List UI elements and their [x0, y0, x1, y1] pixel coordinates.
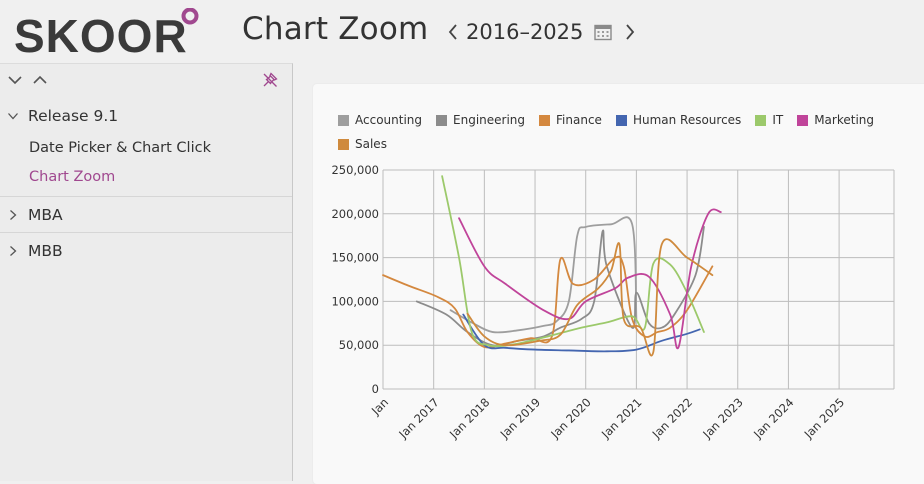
tree-group-release-9-1[interactable]: Release 9.1: [0, 98, 292, 133]
y-tick-label: 100,000: [331, 294, 379, 308]
y-tick-label: 250,000: [331, 163, 379, 177]
legend-label: Marketing: [814, 113, 874, 127]
legend-label: Engineering: [453, 113, 526, 127]
series-line-it: [441, 175, 705, 348]
legend-item-sales[interactable]: Sales: [338, 137, 387, 151]
top-header: SKOOR Chart Zoom 2016–2025: [0, 0, 924, 63]
x-tick-label: Jan 2017: [395, 395, 441, 441]
tree-group-label: MBB: [28, 241, 63, 260]
sidebar: Release 9.1 Date Picker & Chart Click Ch…: [0, 63, 293, 481]
chevron-down-icon: [8, 112, 18, 119]
tree-group-mbb[interactable]: MBB: [0, 232, 292, 268]
chevron-up-icon: [33, 75, 47, 84]
tree-group-label: Release 9.1: [28, 106, 119, 125]
legend-label: Finance: [556, 113, 602, 127]
legend-swatch: [338, 138, 349, 150]
x-tick-label: Jan 2024: [750, 395, 796, 441]
chevron-left-icon: [448, 24, 457, 40]
x-tick-label: Jan 2018: [446, 395, 492, 441]
legend-item-engineering[interactable]: Engineering: [436, 113, 525, 127]
legend-item-human-resources[interactable]: Human Resources: [615, 113, 742, 127]
x-tick-label: Jan 2022: [649, 395, 695, 441]
legend-row: Accounting Engineering Finance Human Res…: [338, 108, 898, 132]
date-range-label: 2016–2025: [466, 20, 584, 44]
legend-label: IT: [772, 113, 784, 127]
tree-item-chart-zoom[interactable]: Chart Zoom: [29, 168, 116, 185]
x-tick-label: Jan 2025: [801, 395, 847, 441]
x-tick-label: Jan 2020: [547, 395, 593, 441]
legend-swatch: [755, 114, 767, 126]
svg-text:SKOOR: SKOOR: [14, 10, 188, 58]
series-line-finance: [382, 255, 714, 349]
tree-item-date-picker-chart-click[interactable]: Date Picker & Chart Click: [29, 139, 211, 156]
next-range-button[interactable]: [623, 22, 637, 42]
series-line-accounting: [449, 216, 638, 334]
legend-label: Accounting: [355, 113, 423, 127]
calendar-button[interactable]: [593, 22, 613, 42]
y-tick-label: 50,000: [339, 338, 379, 352]
x-tick-label: Jan: [368, 395, 391, 418]
legend-item-marketing[interactable]: Marketing: [797, 113, 874, 127]
skoor-logo[interactable]: SKOOR: [14, 8, 204, 58]
chevron-down-icon: [8, 76, 22, 85]
unpin-icon: [263, 72, 278, 87]
chart-legend: Accounting Engineering Finance Human Res…: [338, 108, 898, 156]
legend-item-accounting[interactable]: Accounting: [338, 113, 422, 127]
y-tick-label: 200,000: [331, 207, 379, 221]
legend-label: Human Resources: [632, 113, 742, 127]
date-range-control: 2016–2025: [446, 17, 637, 47]
unpin-sidebar-button[interactable]: [262, 72, 278, 88]
tree-group-mba[interactable]: MBA: [0, 196, 292, 232]
legend-row: Sales: [338, 132, 898, 156]
series-line-sales: [466, 238, 714, 357]
series-line-marketing: [458, 208, 722, 350]
expand-all-button[interactable]: [32, 72, 48, 88]
legend-swatch: [615, 114, 627, 126]
legend-swatch: [539, 114, 551, 126]
chevron-right-icon: [626, 24, 635, 40]
legend-item-it[interactable]: IT: [755, 113, 783, 127]
sidebar-toolbar: [0, 64, 292, 98]
x-tick-label: Jan 2019: [497, 395, 543, 441]
x-tick-label: Jan 2023: [699, 395, 745, 441]
tree-group-label: MBA: [28, 205, 63, 224]
legend-swatch: [436, 114, 448, 126]
y-tick-label: 150,000: [331, 251, 379, 265]
x-tick-label: Jan 2021: [598, 395, 644, 441]
chart-panel: [313, 84, 924, 484]
legend-swatch: [797, 114, 809, 126]
legend-item-finance[interactable]: Finance: [539, 113, 602, 127]
legend-label: Sales: [355, 137, 387, 151]
collapse-all-button[interactable]: [7, 72, 23, 88]
calendar-icon: [594, 24, 613, 41]
chevron-right-icon: [10, 209, 17, 220]
page-title: Chart Zoom: [242, 11, 429, 47]
y-tick-label: 0: [372, 382, 379, 396]
chevron-right-icon: [10, 245, 17, 256]
legend-swatch: [338, 114, 349, 126]
previous-range-button[interactable]: [446, 22, 460, 42]
